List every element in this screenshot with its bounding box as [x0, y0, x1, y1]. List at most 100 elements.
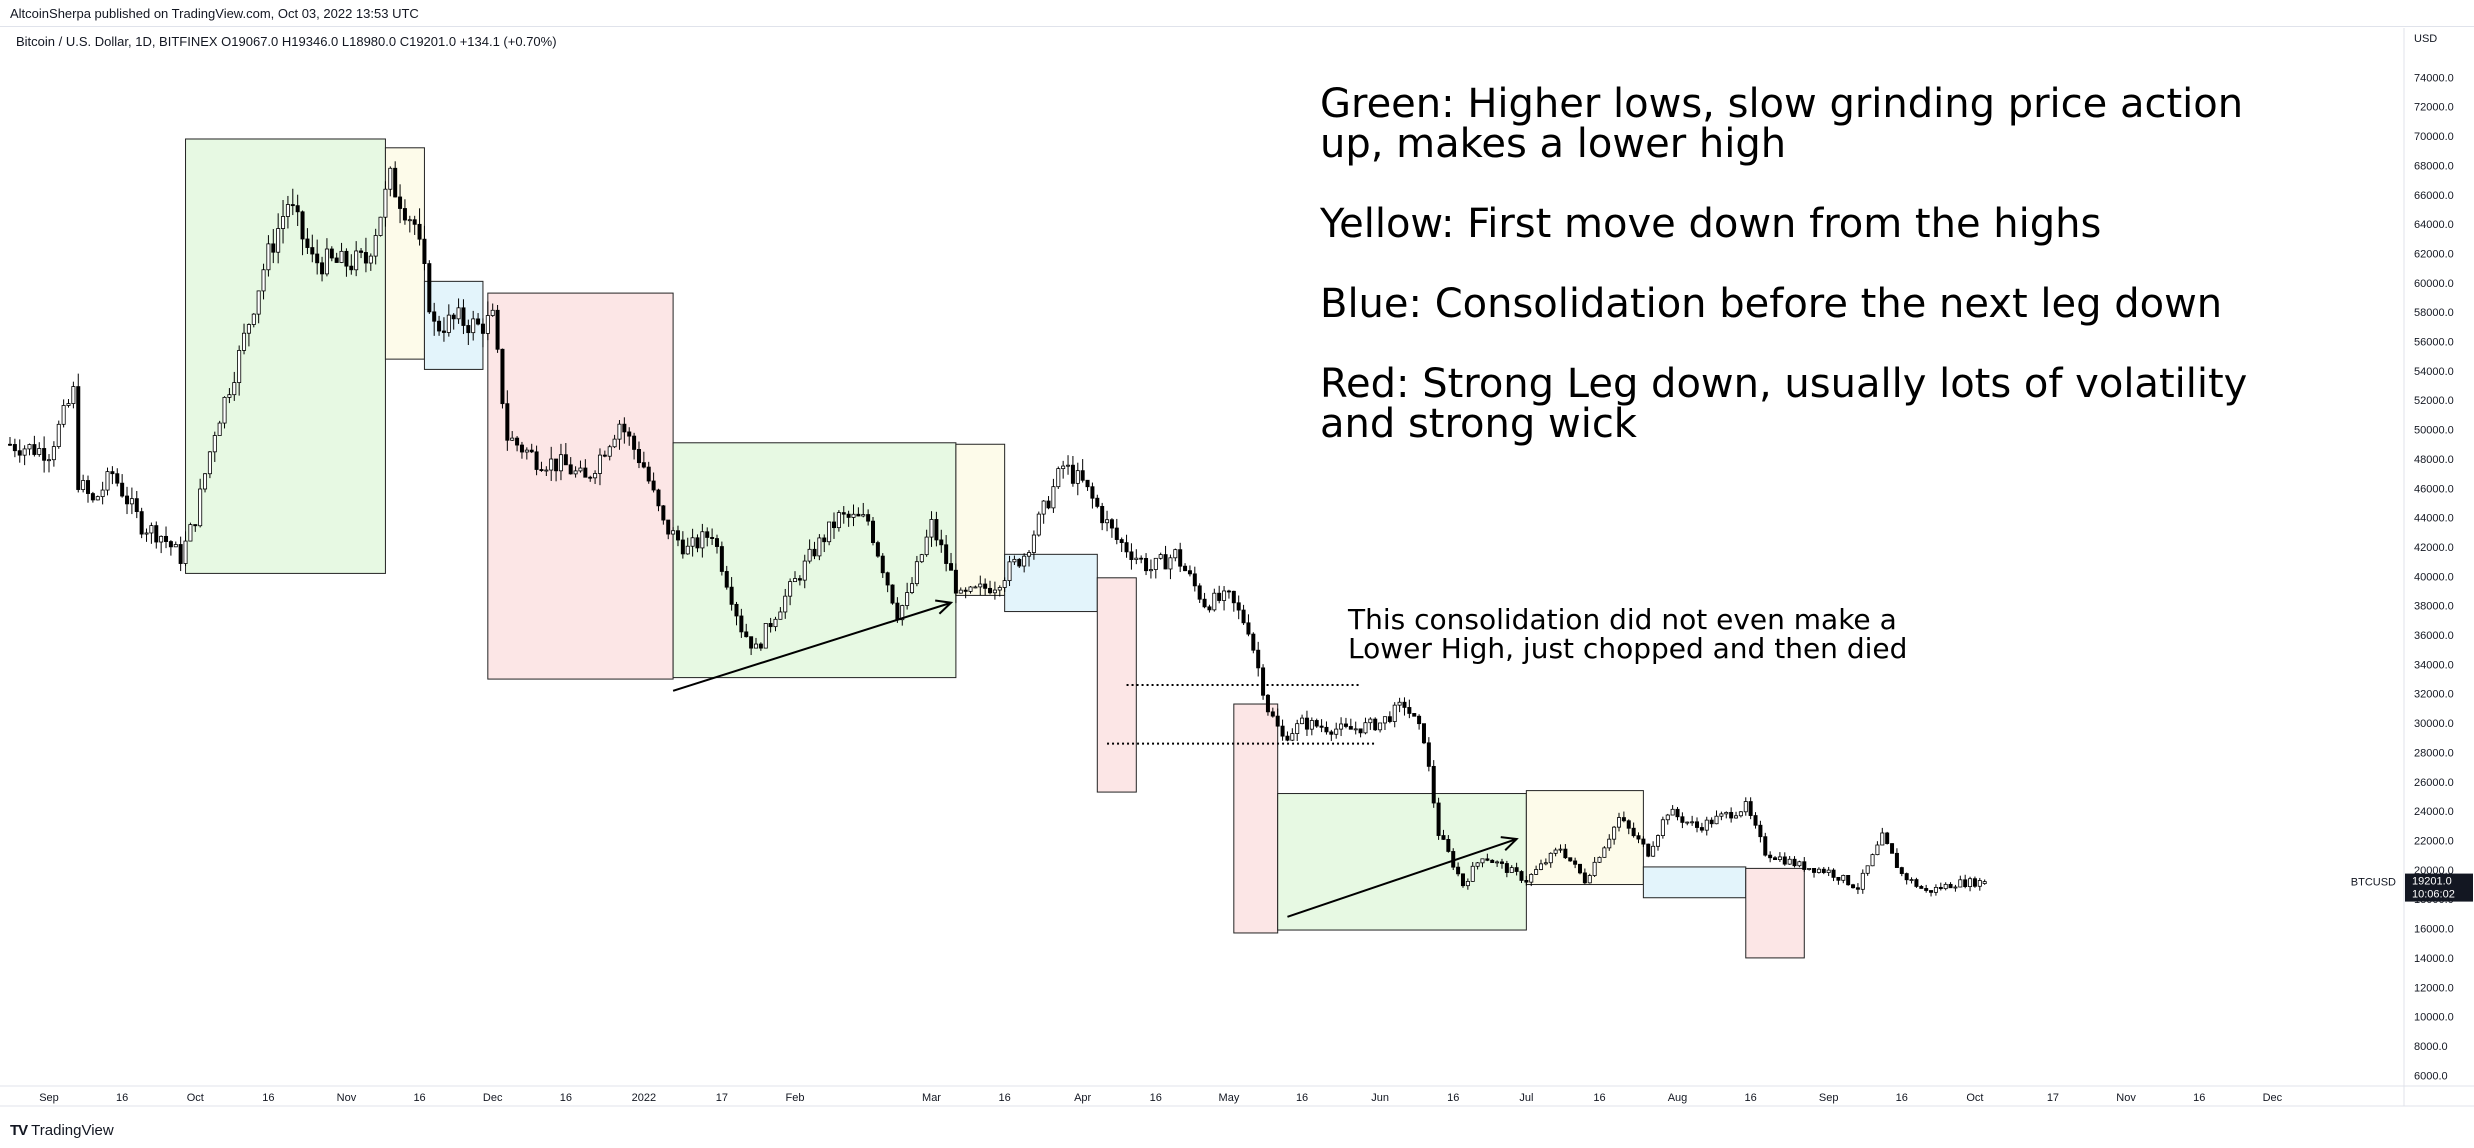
candle-body	[1475, 862, 1480, 867]
candle-body	[1017, 558, 1022, 567]
candle-body	[1690, 821, 1695, 824]
candle-body	[1470, 865, 1475, 882]
candle-body	[1105, 519, 1110, 524]
candle-body	[880, 555, 885, 574]
candle-body	[168, 541, 173, 548]
candle-body	[573, 470, 578, 475]
candle-body	[1924, 888, 1929, 891]
candle-body	[1709, 819, 1714, 825]
candle-body	[724, 571, 729, 588]
candle-body	[305, 238, 310, 248]
zone-red-12	[1745, 867, 1805, 959]
candle-body	[666, 519, 671, 535]
candle-body	[1938, 886, 1943, 890]
candle-body	[788, 581, 793, 597]
x-tick-label: Oct	[187, 1092, 204, 1104]
candle-body	[1602, 847, 1607, 858]
candle-body	[1207, 606, 1212, 611]
x-tick-label: Oct	[1966, 1092, 1983, 1104]
candle-body	[1075, 470, 1080, 484]
candle-body	[627, 431, 632, 437]
candle-body	[1222, 590, 1227, 601]
candle-body	[1066, 464, 1071, 467]
candle-body	[1617, 817, 1622, 828]
candle-body	[1514, 867, 1519, 872]
candle-body	[1558, 848, 1563, 851]
candle-body	[1363, 722, 1368, 734]
candle-body	[1748, 801, 1753, 816]
candle-body	[827, 521, 832, 543]
candle-body	[646, 466, 651, 482]
candle-body	[1275, 715, 1280, 727]
candle-body	[1309, 720, 1314, 730]
candle-body	[1656, 835, 1661, 847]
candle-body	[753, 643, 758, 649]
y-tick-label: 14000.0	[2414, 953, 2454, 965]
candle-body	[7, 443, 12, 446]
candle-body	[1670, 808, 1675, 816]
candle-body	[1626, 820, 1631, 829]
candle-body	[929, 519, 934, 538]
zone-blue-11	[1642, 866, 1747, 899]
x-tick-label: 16	[1745, 1092, 1757, 1104]
candle-body	[1982, 881, 1987, 884]
candle-body	[622, 423, 627, 433]
candle-body	[510, 437, 515, 441]
candle-body	[1914, 879, 1919, 887]
candle-body	[1217, 592, 1222, 601]
y-tick-label: 70000.0	[2414, 131, 2454, 143]
candle-body	[1163, 554, 1168, 570]
zone-red-7	[1096, 577, 1137, 793]
candle-body	[1148, 569, 1153, 572]
candle-body	[1851, 884, 1856, 889]
candle-body	[802, 560, 807, 581]
candle-body	[242, 332, 247, 351]
candle-body	[222, 396, 227, 424]
currency-label: USD	[2414, 33, 2437, 45]
candle-body	[12, 444, 17, 452]
candle-body	[934, 519, 939, 541]
candle-body	[866, 514, 871, 522]
candle-body	[1061, 465, 1066, 470]
candle-body	[1587, 875, 1592, 884]
candle-body	[1397, 701, 1402, 706]
consolidation-note-line-1: This consolidation did not even make a	[1348, 603, 1897, 636]
x-tick-label: May	[1219, 1092, 1240, 1104]
candle-body	[983, 583, 988, 589]
candle-body	[1095, 497, 1100, 507]
candle-body	[588, 476, 593, 479]
y-tick-label: 30000.0	[2414, 718, 2454, 730]
x-tick-label: Feb	[786, 1092, 805, 1104]
candle-body	[188, 524, 193, 542]
candle-body	[1963, 879, 1968, 888]
candle-body	[373, 235, 378, 257]
candle-body	[1246, 622, 1251, 635]
candle-body	[1280, 725, 1285, 737]
candle-body	[490, 309, 495, 316]
candle-body	[125, 495, 130, 505]
candle-body	[164, 535, 169, 542]
candle-body	[456, 307, 461, 320]
x-tick-label: 16	[999, 1092, 1011, 1104]
candle-body	[1041, 500, 1046, 515]
candle-body	[1402, 701, 1407, 708]
y-tick-label: 32000.0	[2414, 689, 2454, 701]
candle-body	[1421, 723, 1426, 744]
candle-body	[1777, 856, 1782, 861]
candle-body	[812, 548, 817, 557]
candle-body	[47, 459, 52, 462]
candle-body	[1070, 464, 1075, 484]
candle-body	[1695, 821, 1700, 828]
candle-body	[1787, 858, 1792, 865]
candle-body	[471, 318, 476, 334]
drawing-layer	[672, 599, 1519, 918]
candle-body	[329, 248, 334, 259]
candle-body	[997, 587, 1002, 591]
candle-body	[944, 544, 949, 564]
candle-body	[641, 462, 646, 468]
tradingview-brand[interactable]: TV TradingView	[10, 1122, 114, 1139]
candle-body	[17, 450, 22, 456]
candle-body	[212, 435, 217, 453]
x-tick-label: Nov	[337, 1092, 357, 1104]
